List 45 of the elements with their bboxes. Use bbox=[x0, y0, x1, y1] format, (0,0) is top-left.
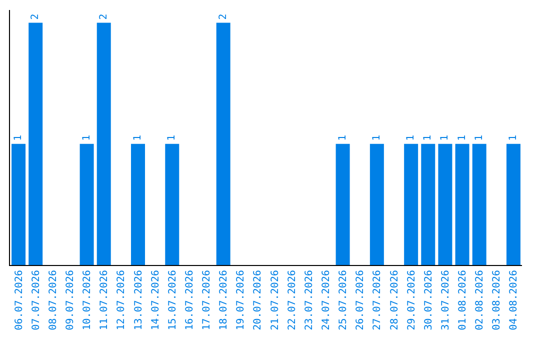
x-tick-label: 22.07.2026 bbox=[286, 270, 298, 330]
x-tick-label: 31.07.2026 bbox=[440, 270, 452, 330]
x-tick-label: 11.07.2026 bbox=[99, 270, 110, 330]
x-tick-label: 28.07.2026 bbox=[389, 270, 400, 330]
x-tick-label: 13.07.2026 bbox=[133, 270, 144, 330]
x-tick-label: 09.07.2026 bbox=[64, 270, 76, 330]
x-tick-label: 14.07.2026 bbox=[150, 270, 162, 330]
data-label: 1 bbox=[508, 134, 519, 141]
x-tick-label: 26.07.2026 bbox=[355, 270, 366, 330]
data-label: 2 bbox=[218, 14, 229, 20]
x-tick-label: 15.07.2026 bbox=[167, 270, 178, 330]
x-tick-label: 08.07.2026 bbox=[48, 270, 59, 330]
x-tick-label: 01.08.2026 bbox=[458, 270, 469, 330]
x-tick-label: 12.07.2026 bbox=[116, 270, 128, 330]
data-label: 1 bbox=[13, 134, 24, 141]
data-label: 1 bbox=[166, 134, 178, 141]
data-label: 1 bbox=[371, 134, 382, 141]
x-tick-label: 02.08.2026 bbox=[474, 270, 486, 330]
x-tick-label: 21.07.2026 bbox=[270, 270, 281, 330]
x-tick-label: 04.08.2026 bbox=[508, 270, 520, 330]
x-tick-label: 10.07.2026 bbox=[82, 270, 94, 330]
x-tick-label: 27.07.2026 bbox=[372, 270, 384, 330]
data-label: 1 bbox=[456, 134, 468, 141]
data-label: 2 bbox=[98, 14, 110, 20]
data-label: 1 bbox=[422, 134, 434, 141]
x-tick-label: 29.07.2026 bbox=[406, 270, 418, 330]
x-tick-label: 25.07.2026 bbox=[338, 270, 350, 330]
x-tick-label: 18.07.2026 bbox=[218, 270, 230, 330]
x-tick-label: 07.07.2026 bbox=[30, 270, 42, 330]
data-label: 1 bbox=[337, 134, 348, 141]
x-tick-label: 17.07.2026 bbox=[202, 270, 213, 330]
data-label: 1 bbox=[81, 134, 92, 141]
data-label: 1 bbox=[132, 134, 144, 141]
x-tick-label: 03.08.2026 bbox=[492, 270, 503, 330]
data-label: 1 bbox=[406, 134, 417, 141]
x-tick-label: 16.07.2026 bbox=[184, 270, 196, 330]
x-tick-label: 06.07.2026 bbox=[14, 270, 25, 330]
data-label: 1 bbox=[440, 134, 451, 141]
x-tick-label: 30.07.2026 bbox=[423, 270, 434, 330]
x-tick-label: 20.07.2026 bbox=[252, 270, 264, 330]
x-tick-label: 19.07.2026 bbox=[236, 270, 247, 330]
data-label: 1 bbox=[474, 134, 485, 141]
x-tick-label: 23.07.2026 bbox=[304, 270, 315, 330]
data-label: 2 bbox=[30, 14, 42, 20]
x-tick-label: 24.07.2026 bbox=[320, 270, 332, 330]
